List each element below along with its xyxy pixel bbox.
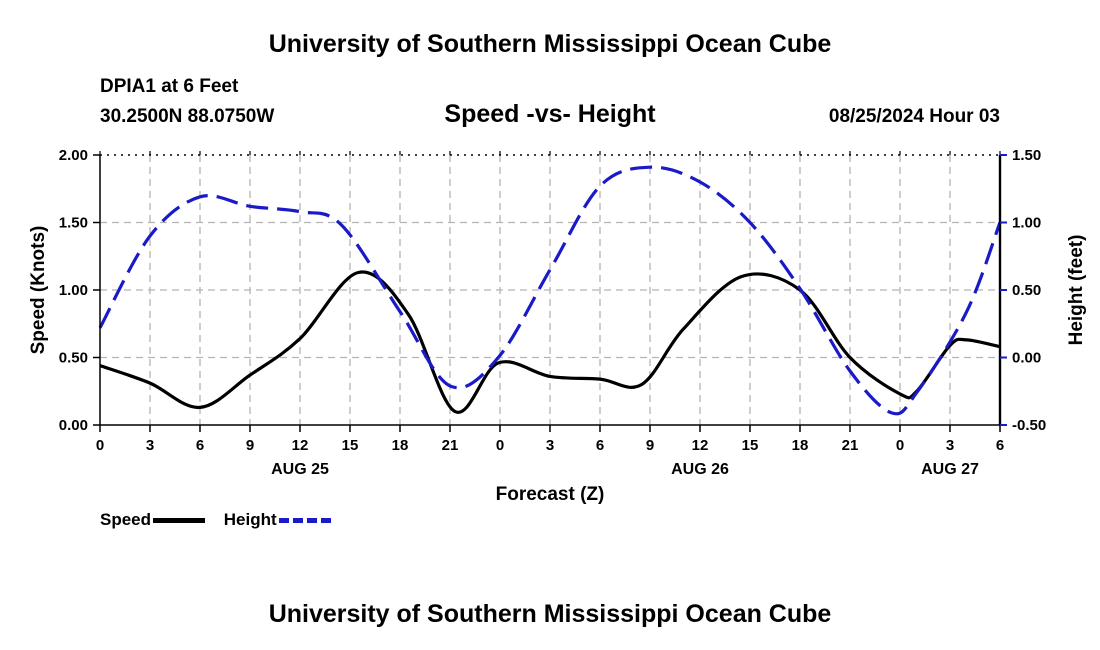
- x-tick-label: 0: [896, 437, 904, 454]
- station-coordinates: 30.2500N 88.0750W: [100, 106, 275, 127]
- legend-item-speed: Speed: [100, 510, 206, 530]
- x-tick-label: 21: [442, 437, 459, 454]
- series-line-speed: [99, 270, 1001, 414]
- y-axis-title: Speed (Knots): [28, 226, 49, 355]
- y-tick-label: 0.00: [59, 417, 88, 434]
- y2-tick-label: -0.50: [1012, 417, 1046, 434]
- date-label: AUG 25: [271, 461, 329, 478]
- x-tick-label: 9: [646, 437, 654, 454]
- x-axis-title: Forecast (Z): [496, 484, 605, 505]
- x-tick-label: 0: [96, 437, 104, 454]
- x-tick-label: 12: [692, 437, 709, 454]
- x-tick-label: 12: [292, 437, 309, 454]
- y2-tick-label: 0.00: [1012, 350, 1041, 367]
- axes: 0 3 6 9 12 15 18 21 0 3 6 9 12 15 18 21 0 3 6 AUG 25 AUG 26 A…: [59, 147, 1046, 478]
- station-label: DPIA1 at 6 Feet: [100, 76, 239, 97]
- legend: Speed Height: [100, 510, 345, 530]
- y-tick-label: 0.50: [59, 350, 88, 367]
- y2-axis-title: Height (feet): [1066, 235, 1087, 346]
- forecast-datetime: 08/25/2024 Hour 03: [828, 106, 1000, 127]
- legend-swatch-speed: [153, 518, 206, 524]
- series-line-height: [98, 165, 1002, 416]
- legend-label-height: Height: [223, 510, 277, 529]
- x-tick-label: 9: [246, 437, 254, 454]
- x-tick-label: 18: [392, 437, 409, 454]
- date-label: AUG 26: [671, 461, 729, 478]
- x-tick-label: 3: [146, 437, 154, 454]
- x-tick-label: 6: [196, 437, 204, 454]
- legend-swatch-height: [278, 518, 331, 524]
- y2-tick-label: 1.50: [1012, 147, 1041, 164]
- date-label: AUG 27: [921, 461, 979, 478]
- y-tick-label: 1.50: [59, 215, 88, 232]
- chart-subtitle: Speed -vs- Height: [444, 100, 656, 128]
- grid: [100, 155, 1000, 425]
- page-title: University of Southern Mississippi Ocean…: [268, 30, 832, 58]
- x-tick-label: 0: [496, 437, 504, 454]
- x-tick-label: 6: [996, 437, 1004, 454]
- x-tick-label: 6: [596, 437, 604, 454]
- series-layer: [98, 165, 1002, 416]
- x-tick-label: 15: [342, 437, 359, 454]
- x-tick-label: 3: [546, 437, 554, 454]
- y-tick-label: 1.00: [59, 282, 88, 299]
- x-tick-label: 15: [742, 437, 759, 454]
- x-tick-label: 3: [946, 437, 954, 454]
- y2-tick-label: 0.50: [1012, 282, 1041, 299]
- y2-tick-label: 1.00: [1012, 215, 1041, 232]
- legend-item-height: Height: [224, 510, 331, 530]
- y-tick-label: 2.00: [59, 147, 88, 164]
- legend-label-speed: Speed: [100, 510, 152, 529]
- x-tick-label: 21: [842, 437, 859, 454]
- x-tick-label: 18: [792, 437, 809, 454]
- footer-title: University of Southern Mississippi Ocean…: [268, 600, 832, 628]
